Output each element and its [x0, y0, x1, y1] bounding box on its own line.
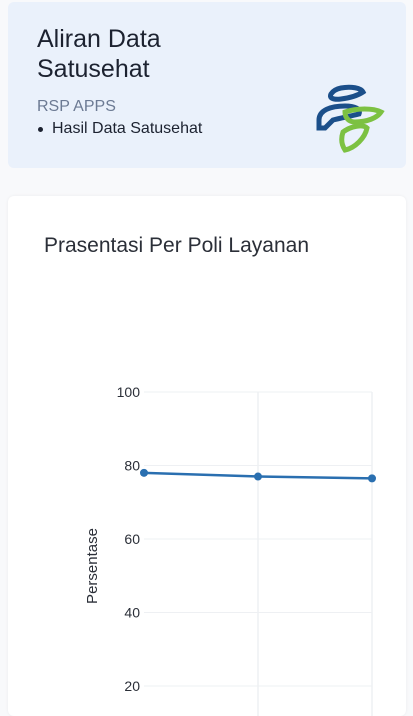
data-point[interactable] [254, 472, 262, 481]
y-tick-label: 40 [124, 605, 140, 621]
chart-card: Prasentasi Per Poli Layanan 20 40 60 80 100 … [8, 196, 406, 716]
data-point[interactable] [368, 474, 376, 483]
y-tick-label: 20 [124, 678, 140, 694]
y-tick-label: 100 [117, 384, 141, 400]
app-subtitle[interactable]: RSP APPS [37, 98, 116, 115]
y-tick-label: 60 [124, 531, 140, 547]
chart-title: Prasentasi Per Poli Layanan [44, 234, 309, 257]
y-axis-label: Persentase [84, 528, 101, 604]
page-title: Aliran Data Satusehat [37, 25, 161, 83]
breadcrumb-item[interactable]: Hasil Data Satusehat [37, 120, 203, 137]
satusehat-logo-icon [316, 84, 385, 153]
y-tick-label: 80 [124, 458, 140, 474]
line-chart: 20 40 60 80 100 Persentase [84, 384, 376, 716]
data-point[interactable] [140, 468, 148, 477]
header-card: Aliran Data Satusehat RSP APPS Hasil Dat… [8, 2, 406, 168]
